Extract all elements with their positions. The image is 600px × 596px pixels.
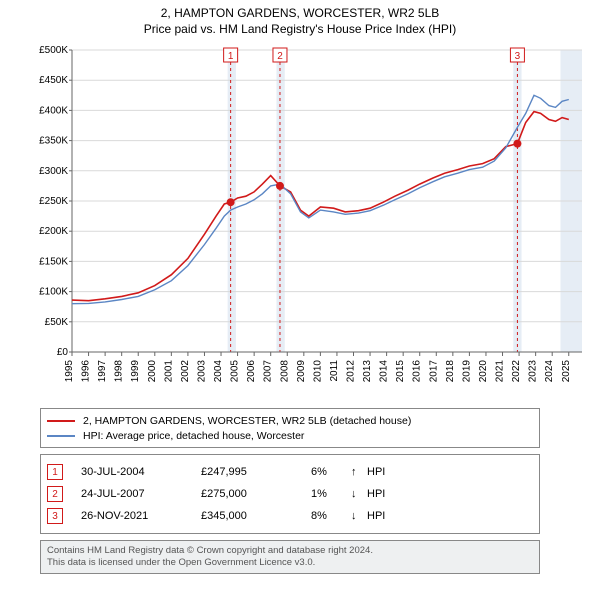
svg-text:1995: 1995 [64, 360, 75, 383]
event-marker: 1 [47, 464, 63, 480]
legend-swatch [47, 435, 75, 437]
svg-text:2020: 2020 [478, 360, 489, 383]
event-row: 2 24-JUL-2007£275,0001%↓HPI [47, 483, 533, 505]
svg-text:2019: 2019 [461, 360, 472, 383]
legend-swatch [47, 420, 75, 422]
event-date: 24-JUL-2007 [81, 488, 201, 500]
svg-text:£350K: £350K [39, 136, 68, 147]
arrow-down-icon: ↓ [351, 510, 367, 522]
svg-text:2025: 2025 [561, 360, 572, 383]
legend-label: 2, HAMPTON GARDENS, WORCESTER, WR2 5LB (… [83, 415, 411, 427]
arrow-down-icon: ↓ [351, 488, 367, 500]
svg-text:2006: 2006 [246, 360, 257, 383]
footer-box: Contains HM Land Registry data © Crown c… [40, 540, 540, 574]
svg-text:2001: 2001 [163, 360, 174, 383]
event-row: 1 30-JUL-2004£247,9956%↑HPI [47, 461, 533, 483]
event-row: 3 26-NOV-2021£345,0008%↓HPI [47, 505, 533, 527]
chart-area: £0 £50K £100K £150K £200K £250K £300K £350K £400… [30, 42, 590, 402]
svg-text:2003: 2003 [196, 360, 207, 383]
svg-text:2014: 2014 [379, 360, 390, 383]
svg-text:1996: 1996 [81, 360, 92, 383]
svg-text:2024: 2024 [544, 360, 555, 383]
svg-text:3: 3 [515, 51, 521, 62]
event-hpi-label: HPI [367, 466, 407, 478]
svg-text:2023: 2023 [528, 360, 539, 383]
svg-text:£450K: £450K [39, 75, 68, 86]
event-pct: 6% [311, 466, 351, 478]
legend-label: HPI: Average price, detached house, Worc… [83, 430, 304, 442]
event-marker: 3 [47, 508, 63, 524]
event-hpi-label: HPI [367, 488, 407, 500]
svg-text:£50K: £50K [45, 317, 69, 328]
svg-text:2015: 2015 [395, 360, 406, 383]
arrow-up-icon: ↑ [351, 466, 367, 478]
svg-text:2011: 2011 [329, 360, 340, 382]
event-date: 30-JUL-2004 [81, 466, 201, 478]
chart-title: 2, HAMPTON GARDENS, WORCESTER, WR2 5LB [0, 6, 600, 20]
event-price: £345,000 [201, 510, 311, 522]
svg-text:1: 1 [228, 51, 234, 62]
svg-text:2004: 2004 [213, 360, 224, 383]
event-marker: 2 [47, 486, 63, 502]
svg-text:£150K: £150K [39, 256, 68, 267]
svg-text:2017: 2017 [428, 360, 439, 383]
svg-text:2018: 2018 [445, 360, 456, 383]
svg-text:2008: 2008 [279, 360, 290, 383]
svg-text:2021: 2021 [495, 360, 506, 383]
svg-text:2007: 2007 [263, 360, 274, 383]
events-box: 130-JUL-2004£247,9956%↑HPI224-JUL-2007£2… [40, 454, 540, 534]
svg-text:£400K: £400K [39, 105, 68, 116]
svg-text:1997: 1997 [97, 360, 108, 383]
chart-subtitle: Price paid vs. HM Land Registry's House … [0, 22, 600, 36]
svg-text:2: 2 [277, 51, 283, 62]
svg-text:2010: 2010 [312, 360, 323, 383]
svg-text:2012: 2012 [345, 360, 356, 383]
legend-box: 2, HAMPTON GARDENS, WORCESTER, WR2 5LB (… [40, 408, 540, 448]
svg-text:1998: 1998 [114, 360, 125, 383]
svg-text:£0: £0 [57, 347, 69, 358]
svg-text:2005: 2005 [230, 360, 241, 383]
svg-text:2022: 2022 [511, 360, 522, 383]
svg-text:2009: 2009 [296, 360, 307, 383]
footer-line: Contains HM Land Registry data © Crown c… [47, 545, 533, 557]
legend-item: HPI: Average price, detached house, Worc… [47, 428, 533, 443]
svg-text:£300K: £300K [39, 166, 68, 177]
svg-text:£100K: £100K [39, 287, 68, 298]
event-price: £247,995 [201, 466, 311, 478]
footer-line: This data is licensed under the Open Gov… [47, 557, 533, 569]
svg-text:2000: 2000 [147, 360, 158, 383]
event-pct: 1% [311, 488, 351, 500]
svg-text:2016: 2016 [412, 360, 423, 383]
svg-text:£500K: £500K [39, 45, 68, 56]
svg-text:1999: 1999 [130, 360, 141, 383]
line-chart-svg: £0 £50K £100K £150K £200K £250K £300K £350K £400… [30, 42, 590, 402]
svg-text:2013: 2013 [362, 360, 373, 383]
event-price: £275,000 [201, 488, 311, 500]
svg-text:£250K: £250K [39, 196, 68, 207]
legend-item: 2, HAMPTON GARDENS, WORCESTER, WR2 5LB (… [47, 413, 533, 428]
event-date: 26-NOV-2021 [81, 510, 201, 522]
svg-text:£200K: £200K [39, 226, 68, 237]
event-pct: 8% [311, 510, 351, 522]
svg-text:2002: 2002 [180, 360, 191, 383]
event-hpi-label: HPI [367, 510, 407, 522]
